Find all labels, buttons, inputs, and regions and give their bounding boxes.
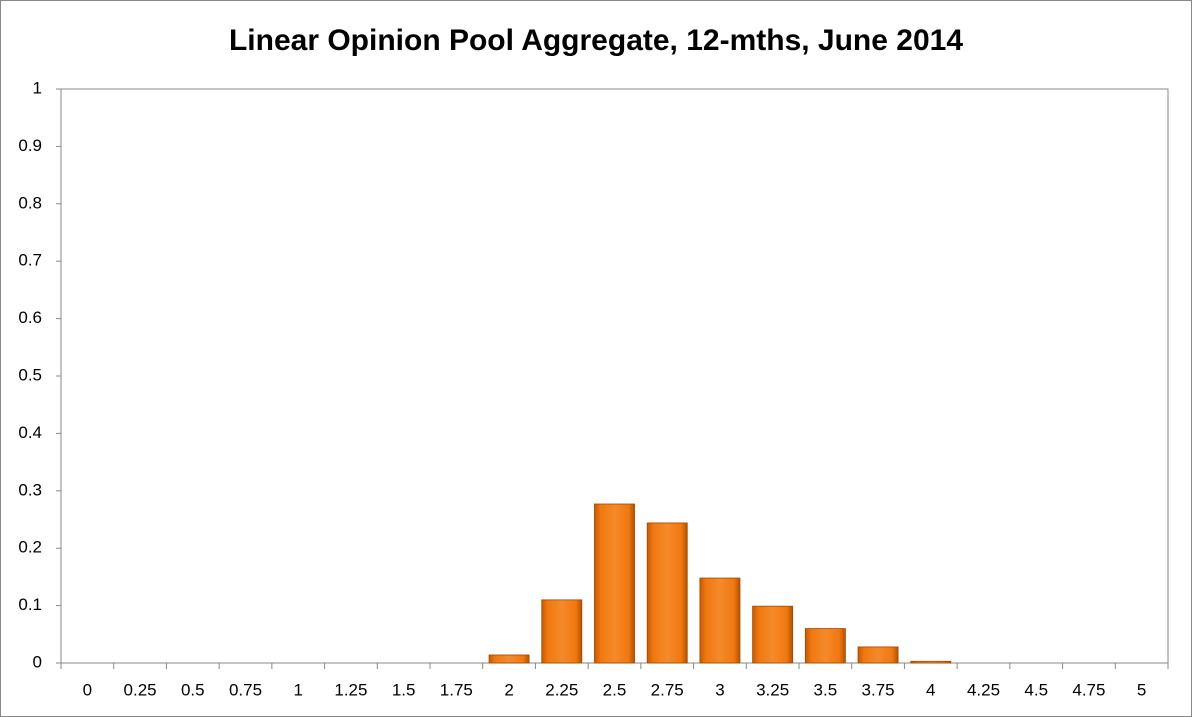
x-tick-label: 3.25 xyxy=(756,680,789,699)
x-tick-label: 3.5 xyxy=(814,680,838,699)
y-tick-label: 0.6 xyxy=(18,308,42,327)
bar xyxy=(857,646,899,664)
x-tick-label: 2.75 xyxy=(651,680,684,699)
bar xyxy=(488,654,530,664)
bar xyxy=(699,577,741,664)
x-tick-label: 3.75 xyxy=(862,680,895,699)
x-tick-label: 2.5 xyxy=(603,680,627,699)
x-tick-label: 4.25 xyxy=(967,680,1000,699)
x-tick-label: 3 xyxy=(715,680,724,699)
x-tick-label: 1 xyxy=(293,680,302,699)
x-tick-label: 0.25 xyxy=(124,680,157,699)
x-tick-label: 4.75 xyxy=(1072,680,1105,699)
bar xyxy=(752,605,794,664)
bar xyxy=(594,503,635,664)
x-tick-label: 5 xyxy=(1137,680,1146,699)
y-tick-label: 0.5 xyxy=(18,365,42,384)
x-tick-label: 0.5 xyxy=(181,680,205,699)
chart-title: Linear Opinion Pool Aggregate, 12-mths, … xyxy=(229,24,963,57)
y-tick-label: 0.7 xyxy=(18,251,42,270)
y-tick-label: 0.1 xyxy=(18,595,42,614)
bar xyxy=(910,660,952,664)
x-tick-label: 2 xyxy=(504,680,513,699)
y-tick-label: 1 xyxy=(33,78,42,97)
y-tick-label: 0.9 xyxy=(18,136,42,155)
x-tick-label: 0 xyxy=(83,680,92,699)
x-tick-label: 1.25 xyxy=(334,680,367,699)
y-tick-label: 0.8 xyxy=(18,193,42,212)
x-tick-label: 1.75 xyxy=(440,680,473,699)
x-tick-label: 2.25 xyxy=(545,680,578,699)
y-tick-label: 0 xyxy=(33,652,42,671)
x-tick-label: 0.75 xyxy=(229,680,262,699)
y-tick-label: 0.4 xyxy=(18,423,42,442)
x-tick-label: 4.5 xyxy=(1024,680,1048,699)
bar xyxy=(804,628,846,664)
y-tick-label: 0.2 xyxy=(18,538,42,557)
bar xyxy=(646,522,688,664)
bar xyxy=(541,599,583,664)
x-tick-label: 4 xyxy=(926,680,935,699)
x-tick-label: 1.5 xyxy=(392,680,416,699)
y-tick-label: 0.3 xyxy=(18,480,42,499)
